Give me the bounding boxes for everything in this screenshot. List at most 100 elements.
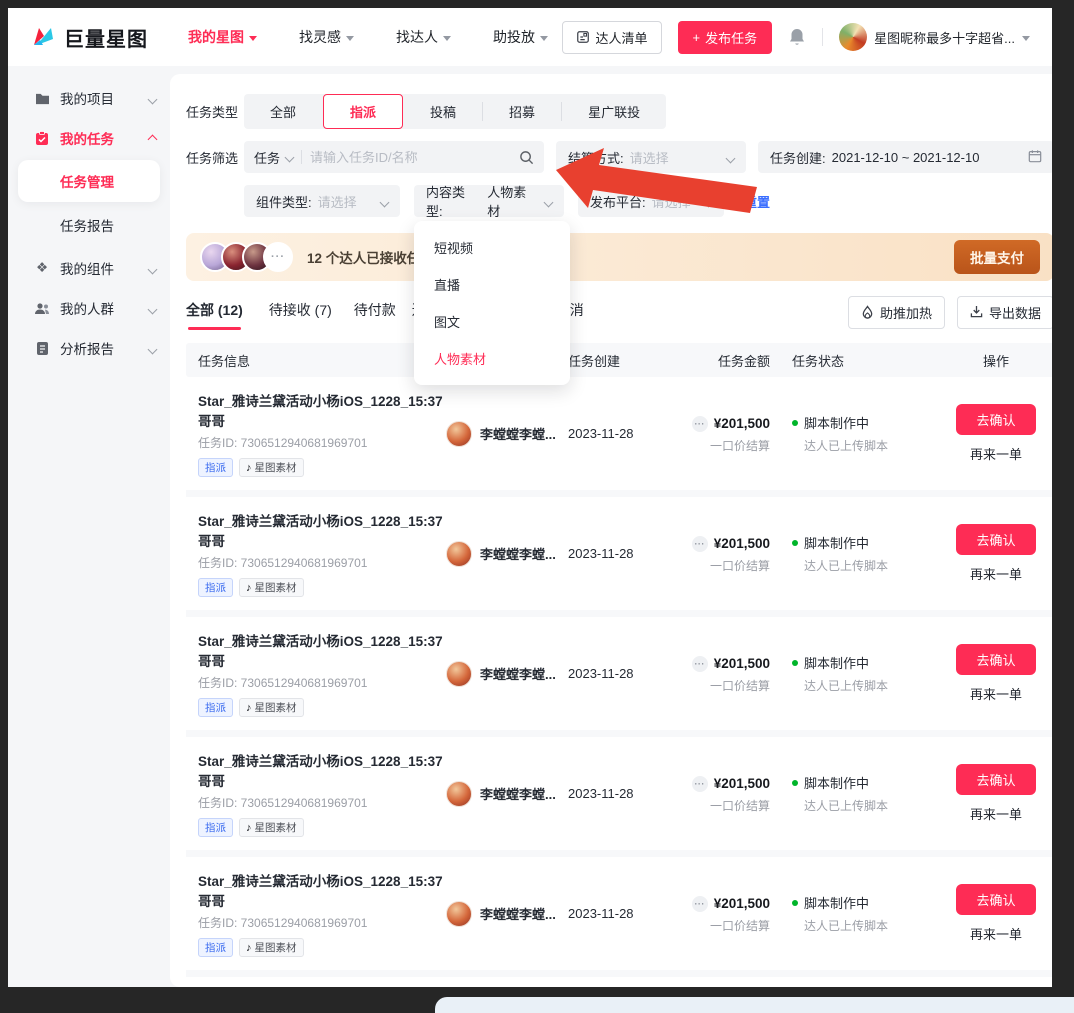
status-note: 达人已上传脚本 — [804, 439, 889, 453]
actions-cell: 去确认 再来一单 — [950, 884, 1042, 943]
nav-assist-delivery[interactable]: 助投放 — [493, 27, 548, 47]
task-title[interactable]: Star_雅诗兰黛活动小杨iOS_1228_15:37哥哥 — [198, 874, 443, 909]
nav-label: 助投放 — [493, 29, 535, 45]
table-body: Star_雅诗兰黛活动小杨iOS_1228_15:37哥哥 任务ID: 7306… — [186, 377, 1052, 987]
amount-more-icon[interactable]: ··· — [691, 655, 708, 672]
confirm-button[interactable]: 去确认 — [956, 884, 1036, 915]
sidebar-item-my-audience[interactable]: 我的人群 — [8, 288, 170, 328]
publish-task-button[interactable]: + 发布任务 — [677, 20, 773, 54]
actions-cell: 去确认 再来一单 — [950, 404, 1042, 463]
sidebar-item-my-tasks[interactable]: 我的任务 — [8, 118, 170, 158]
participant-cell[interactable]: 李螳螳李螳... — [446, 900, 568, 927]
option-short-video[interactable]: 短视频 — [434, 241, 474, 256]
option-person-material[interactable]: 人物素材 — [434, 352, 487, 367]
amount-more-icon[interactable]: ··· — [691, 775, 708, 792]
music-note-icon: ♪ — [246, 821, 252, 834]
user-menu[interactable]: 星图昵称最多十字超省... — [839, 23, 1030, 51]
task-amount: ¥201,500 — [713, 896, 770, 911]
platform-placeholder: 请选择 — [651, 194, 691, 210]
confirm-button[interactable]: 去确认 — [956, 404, 1036, 435]
participant-cell[interactable]: 李螳螳李螳... — [446, 660, 568, 687]
amount-more-icon[interactable]: ··· — [691, 415, 708, 432]
task-created-date: 2023-11-28 — [568, 906, 634, 921]
settle-method-select[interactable]: 结算方式: 请选择 — [556, 141, 746, 173]
tab-pending-payment[interactable]: 待付款 — [353, 302, 396, 318]
task-type-all[interactable]: 全部 — [270, 105, 297, 120]
boost-heat-button[interactable]: 助推加热 — [847, 295, 945, 329]
component-type-label: 组件类型: — [256, 194, 312, 210]
talent-list-label: 达人清单 — [595, 30, 648, 46]
option-live[interactable]: 直播 — [434, 278, 461, 293]
task-id: 任务ID: 7306512940681969701 — [198, 436, 368, 450]
bell-icon[interactable] — [788, 27, 806, 47]
status-dot-icon — [792, 539, 798, 546]
created-label: 任务创建: — [770, 150, 826, 166]
content-type-dropdown: 短视频 直播 图文 人物素材 — [414, 221, 570, 385]
reset-filters-link[interactable]: 重置 — [744, 194, 771, 210]
participant-cell[interactable]: 李螳螳李螳... — [446, 780, 568, 807]
amount-cell: ··· ¥201,500 一口价结算 — [680, 774, 792, 814]
batch-pay-button[interactable]: 批量支付 — [954, 240, 1040, 274]
tab-all[interactable]: 全部 (12) — [186, 300, 243, 330]
chevron-down-icon — [147, 261, 158, 276]
content-type-select[interactable]: 内容类型: 人物素材 短视频 直播 图文 人物素材 — [414, 185, 570, 385]
nav-label: 找达人 — [396, 29, 438, 45]
task-type-xingguang[interactable]: 星广联投 — [588, 105, 641, 120]
status-note: 达人已上传脚本 — [804, 679, 889, 693]
task-created-range-picker[interactable]: 任务创建: 2021-12-10 ~ 2021-12-10 — [758, 141, 1052, 173]
repeat-order-link[interactable]: 再来一单 — [969, 447, 1022, 462]
amount-more-icon[interactable]: ··· — [691, 895, 708, 912]
component-type-select[interactable]: 组件类型: 请选择 — [244, 185, 400, 217]
col-amount: 任务金额 — [717, 353, 770, 369]
repeat-order-link[interactable]: 再来一单 — [969, 927, 1022, 942]
task-id: 任务ID: 7306512940681969701 — [198, 916, 368, 930]
task-type-submission[interactable]: 投稿 — [430, 105, 457, 120]
task-title[interactable]: Star_雅诗兰黛活动小杨iOS_1228_15:37哥哥 — [198, 754, 443, 789]
sidebar-item-task-report[interactable]: 任务报告 — [18, 204, 160, 246]
participant-cell[interactable]: 李螳螳李螳... — [446, 420, 568, 447]
participant-name: 李螳螳李螳... — [480, 787, 556, 802]
task-type-label: 任务类型 — [186, 105, 239, 120]
talent-list-button[interactable]: 达人清单 — [561, 20, 662, 54]
material-tag: ♪ 星图素材 — [239, 578, 304, 597]
sidebar-item-my-projects[interactable]: 我的项目 — [8, 78, 170, 118]
confirm-button[interactable]: 去确认 — [956, 644, 1036, 675]
nav-find-talent[interactable]: 找达人 — [396, 27, 451, 47]
sidebar-item-analysis-report[interactable]: 分析报告 — [8, 328, 170, 368]
status-tab-bar: 全部 (12) 待接收 (7) 待付款 进行中 已取消 助推加热 — [186, 295, 1052, 335]
task-title[interactable]: Star_雅诗兰黛活动小杨iOS_1228_15:37哥哥 — [198, 394, 443, 429]
option-image-text[interactable]: 图文 — [434, 315, 461, 330]
export-data-button[interactable]: 导出数据 — [956, 295, 1052, 329]
nav-find-inspiration[interactable]: 找灵感 — [299, 27, 354, 47]
col-actions: 操作 — [982, 353, 1009, 369]
confirm-button[interactable]: 去确认 — [956, 524, 1036, 555]
task-created-date: 2023-11-28 — [568, 786, 634, 801]
repeat-order-link[interactable]: 再来一单 — [969, 567, 1022, 582]
avatar — [446, 660, 472, 687]
repeat-order-link[interactable]: 再来一单 — [969, 807, 1022, 822]
status-dot-icon — [792, 659, 798, 666]
sidebar-item-my-components[interactable]: ❖ 我的组件 — [8, 248, 170, 288]
task-title[interactable]: Star_雅诗兰黛活动小杨iOS_1228_15:37哥哥 — [198, 514, 443, 549]
amount-more-icon[interactable]: ··· — [691, 535, 708, 552]
task-type-assign[interactable]: 指派 — [323, 94, 404, 129]
nav-my-xingtu[interactable]: 我的星图 — [188, 27, 257, 47]
sidebar-item-task-management[interactable]: 任务管理 — [18, 160, 160, 202]
task-title[interactable]: Star_雅诗兰黛活动小杨iOS_1228_15:37哥哥 — [198, 634, 443, 669]
participant-cell[interactable]: 李螳螳李螳... — [446, 540, 568, 567]
status-text: 脚本制作中 — [804, 896, 870, 911]
confirm-button[interactable]: 去确认 — [956, 764, 1036, 795]
search-input[interactable] — [310, 149, 511, 165]
search-icon[interactable] — [519, 150, 534, 165]
task-icon — [34, 130, 50, 146]
settle-type-note: 一口价结算 — [709, 678, 770, 693]
task-type-recruit[interactable]: 招募 — [509, 105, 536, 120]
publish-platform-select[interactable]: 发布平台: 请选择 — [578, 185, 724, 217]
tab-pending-accept[interactable]: 待接收 (7) — [268, 302, 332, 318]
participant-name: 李螳螳李螳... — [480, 907, 556, 922]
more-avatars-icon: ··· — [263, 242, 293, 272]
repeat-order-link[interactable]: 再来一单 — [969, 687, 1022, 702]
status-text: 脚本制作中 — [804, 656, 870, 671]
search-scope-select[interactable]: 任务 — [254, 148, 295, 167]
brand-logo[interactable]: 巨量星图 — [30, 23, 148, 52]
